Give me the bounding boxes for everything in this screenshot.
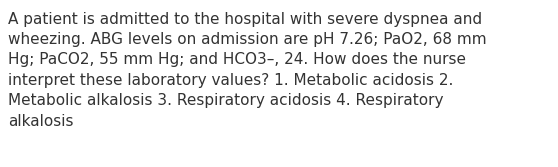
Text: A patient is admitted to the hospital with severe dyspnea and
wheezing. ABG leve: A patient is admitted to the hospital wi… (8, 12, 487, 129)
